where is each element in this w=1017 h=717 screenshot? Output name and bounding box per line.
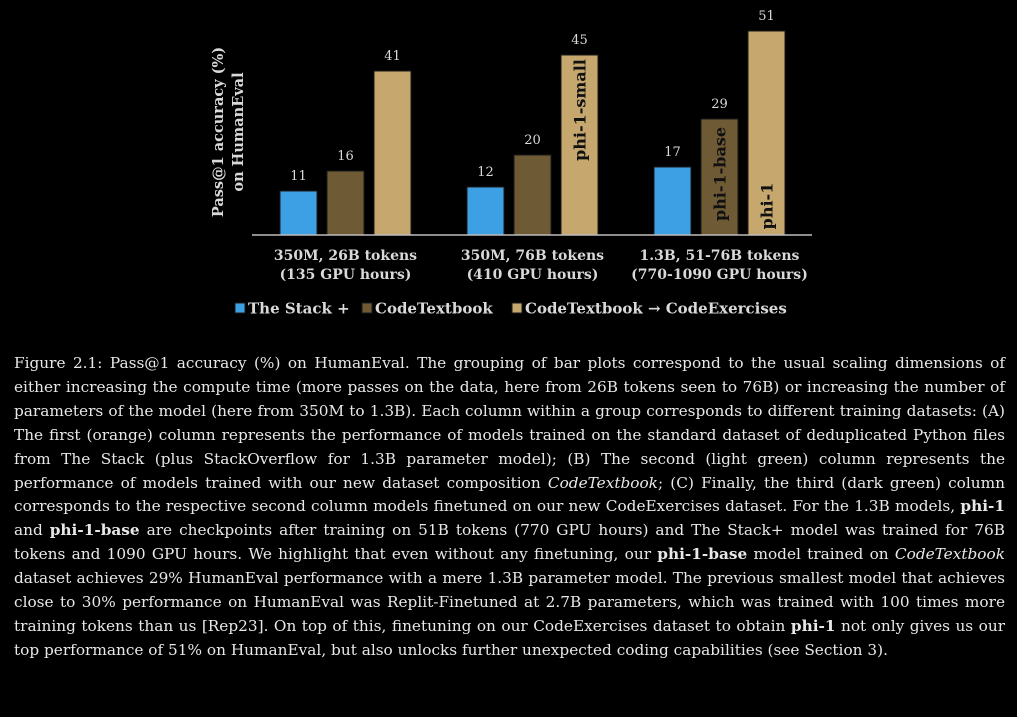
bars: 11 12 17 16 20 29 41 45 51 phi-1-base phi-1-small p… xyxy=(279,9,786,236)
legend-swatch xyxy=(234,302,246,314)
bar-value-label: 41 xyxy=(384,49,401,64)
caption-bold-term: phi-1-base xyxy=(49,521,140,540)
bar-value-label: 51 xyxy=(758,9,775,24)
bar-value-label: 20 xyxy=(524,133,541,148)
bar-value-label: 11 xyxy=(290,169,307,184)
x-tick-label: 350M, 26B tokens xyxy=(274,248,417,264)
caption-label: Figure 2.1: xyxy=(14,354,103,372)
caption-bold-term: phi-1-base xyxy=(657,545,748,564)
bar-3-2 xyxy=(560,54,599,236)
legend-entry: CodeTextbook → CodeExercises xyxy=(525,300,787,318)
bar-inline-label: phi-1-small xyxy=(571,59,590,161)
caption-text: dataset achieves 29% HumanEval performan… xyxy=(14,569,1005,635)
y-axis-label-line: on HumanEval xyxy=(230,72,247,192)
caption-text: Pass@1 accuracy (%) on HumanEval. The gr… xyxy=(14,354,1005,492)
figure-caption: Figure 2.1: Pass@1 accuracy (%) on Human… xyxy=(14,352,1005,663)
y-axis-label-line: Pass@1 accuracy (%) xyxy=(210,47,227,217)
caption-bold-term: phi-1 xyxy=(790,616,836,635)
caption-text: and xyxy=(14,521,50,540)
bar-2-2 xyxy=(513,154,552,236)
x-tick-label: 350M, 76B tokens xyxy=(461,248,604,264)
bar-3-1 xyxy=(373,70,412,236)
caption-text: not only gives us our top performance of… xyxy=(14,616,1006,659)
bar-1-1 xyxy=(279,190,318,236)
legend-entry: The Stack + xyxy=(248,300,350,318)
legend-swatch xyxy=(511,302,523,314)
x-tick-label: (770-1090 GPU hours) xyxy=(631,267,808,283)
x-tick-label: 1.3B, 51-76B tokens xyxy=(640,248,800,264)
caption-italic-term: CodeTextbook xyxy=(547,473,658,492)
x-tick-label: (410 GPU hours) xyxy=(467,267,599,283)
bar-2-3 xyxy=(700,118,739,236)
bar-value-label: 17 xyxy=(664,145,681,160)
bar-1-2 xyxy=(466,186,505,236)
legend-entry: CodeTextbook xyxy=(375,300,493,318)
caption-text: ; (C) Finally, the third (dark green) co… xyxy=(14,473,1005,516)
bar-value-label: 16 xyxy=(337,149,354,164)
y-axis-label: Pass@1 accuracy (%) on HumanEval xyxy=(210,47,247,217)
bar-value-label: 12 xyxy=(477,165,494,180)
bar-2-1 xyxy=(326,170,365,236)
bar-1-3 xyxy=(653,166,692,236)
bar-value-label: 29 xyxy=(711,97,728,112)
caption-bold-term: phi-1 xyxy=(960,497,1005,516)
legend-swatch xyxy=(361,302,373,314)
bar-inline-label: phi-1 xyxy=(758,183,777,230)
x-tick-labels: 350M, 26B tokens (135 GPU hours) 350M, 76B… xyxy=(274,248,808,283)
bar-inline-label: phi-1-base xyxy=(711,127,730,221)
caption-text: are checkpoints after training on 51B to… xyxy=(14,521,1005,564)
bar-chart: Pass@1 accuracy (%) on HumanEval 11 12 17 16… xyxy=(210,9,812,318)
bar-3-3 xyxy=(747,30,786,236)
legend: The Stack + CodeTextbook CodeTextbook → Co… xyxy=(234,300,787,318)
caption-italic-term: CodeTextbook xyxy=(894,545,1005,564)
bar-value-label: 45 xyxy=(571,33,588,48)
x-tick-label: (135 GPU hours) xyxy=(280,267,412,283)
caption-text: model trained on xyxy=(747,545,895,564)
